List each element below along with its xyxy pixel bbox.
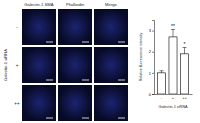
scale-bar (82, 80, 89, 81)
y-tick: 2 (149, 49, 154, 54)
y-tick-label: 3 (149, 28, 152, 33)
scale-bar (118, 118, 125, 119)
y-tick: 3 (149, 28, 154, 33)
error-cap (183, 47, 187, 48)
y-tick-mark (152, 31, 154, 32)
error-stem (161, 71, 162, 73)
row-label: ++ (14, 101, 20, 106)
y-axis-title: Relative fluorescence intensity (139, 33, 143, 82)
scale-bar (82, 42, 89, 43)
scale-bar (118, 42, 125, 43)
figure: Galectin-1 SMAPhalloidinMerge-+++Galecti… (0, 0, 200, 123)
x-tick-label: - (161, 95, 163, 100)
micrograph (58, 85, 92, 121)
bar-chart: 0123-+++***Relative fluorescence intensi… (139, 21, 193, 110)
micrograph (58, 47, 92, 83)
y-tick: 1 (149, 71, 154, 76)
micrograph (94, 85, 128, 121)
x-axis: -+++ (155, 94, 193, 100)
bar (157, 73, 165, 94)
y-axis: 0 1 2 3 (149, 21, 155, 97)
error-stem (184, 47, 185, 53)
micrograph (22, 85, 56, 121)
y-tick-label: 0 (149, 92, 152, 97)
row-title: Galectin-1 siRNA (3, 49, 8, 81)
x-axis-title: Galectin-1 siRNA (158, 105, 188, 109)
column-header: Galectin-1 SMA (24, 2, 54, 7)
y-tick-label: 2 (149, 49, 152, 54)
micrograph (22, 47, 56, 83)
y-tick-mark (152, 94, 154, 95)
row-label: + (16, 63, 19, 68)
scale-bar (118, 80, 125, 81)
error-bar (183, 47, 187, 53)
y-tick: 0 (149, 92, 154, 97)
error-bar (159, 71, 163, 73)
bar (169, 37, 177, 94)
micrograph (22, 9, 56, 45)
x-tick: + (172, 94, 175, 100)
x-tick: - (161, 94, 163, 100)
error-cap (159, 70, 163, 71)
error-bar (171, 30, 175, 37)
scale-bar (46, 118, 53, 119)
y-tick-label: 1 (149, 71, 152, 76)
micrograph (94, 9, 128, 45)
y-tick-mark (152, 73, 154, 74)
image-grid: Galectin-1 SMAPhalloidinMerge-+++Galecti… (3, 2, 128, 121)
column-header: Phalloidin (66, 2, 85, 7)
error-cap (171, 29, 175, 30)
x-tick: ++ (182, 94, 187, 100)
micrograph (58, 9, 92, 45)
x-tick-label: + (172, 95, 175, 100)
plot-marks (157, 30, 188, 94)
y-axis-line (152, 21, 155, 95)
significance-label: ** (171, 23, 175, 29)
micrograph (94, 47, 128, 83)
y-tick-mark (152, 52, 154, 53)
significance-label: * (184, 41, 186, 47)
scale-bar (82, 118, 89, 119)
scale-bar (46, 42, 53, 43)
bar (180, 54, 188, 94)
row-label: - (16, 25, 18, 30)
x-tick-label: ++ (182, 95, 187, 100)
scale-bar (46, 80, 53, 81)
column-header: Merge (105, 2, 118, 7)
error-stem (173, 30, 174, 37)
